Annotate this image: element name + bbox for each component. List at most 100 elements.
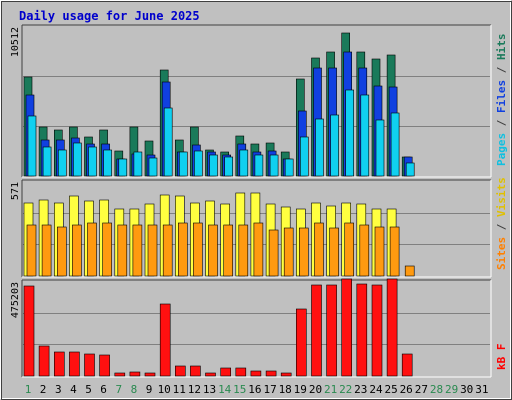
bar-kbf-day-14 bbox=[220, 367, 231, 377]
panel-kbf: 475203 bbox=[10, 278, 492, 378]
bar-sites-day-4 bbox=[72, 224, 82, 277]
bar-kbf-day-11 bbox=[175, 365, 186, 377]
legend-middle-part: Sites bbox=[495, 237, 508, 270]
bar-pages-day-16 bbox=[254, 154, 264, 177]
x-tick-day-14: 14 bbox=[218, 383, 232, 396]
bar-pages-day-8 bbox=[133, 151, 143, 177]
x-tick-day-7: 7 bbox=[115, 383, 122, 396]
bar-kbf-day-20 bbox=[311, 284, 322, 377]
x-tick-day-13: 13 bbox=[203, 383, 216, 396]
x-tick-day-11: 11 bbox=[173, 383, 186, 396]
x-tick-day-17: 17 bbox=[263, 383, 276, 396]
legend-bottom: kB F bbox=[495, 344, 508, 371]
bar-kbf-day-3 bbox=[53, 351, 65, 377]
bar-sites-day-5 bbox=[87, 222, 97, 277]
x-tick-day-15: 15 bbox=[233, 383, 246, 396]
bar-kbf-day-17 bbox=[265, 370, 277, 377]
x-tick-day-2: 2 bbox=[40, 383, 47, 396]
bar-sites-day-20 bbox=[314, 222, 324, 277]
bar-sites-day-25 bbox=[389, 226, 400, 277]
x-tick-day-28: 28 bbox=[430, 383, 443, 396]
bar-sites-day-9 bbox=[147, 224, 158, 277]
bar-kbf-day-18 bbox=[280, 372, 292, 377]
x-tick-day-23: 23 bbox=[354, 383, 367, 396]
bar-sites-day-8 bbox=[132, 224, 143, 277]
panel-hits-files-pages: 10512 bbox=[10, 24, 492, 178]
bar-pages-day-11 bbox=[179, 151, 188, 177]
bar-sites-day-23 bbox=[359, 224, 370, 277]
bar-sites-day-1 bbox=[26, 224, 37, 277]
bar-pages-day-25 bbox=[390, 112, 400, 177]
bar-sites-day-17 bbox=[268, 229, 279, 277]
bar-pages-day-6 bbox=[103, 149, 112, 177]
bar-pages-day-5 bbox=[88, 146, 97, 177]
x-tick-day-19: 19 bbox=[294, 383, 307, 396]
x-tick-day-25: 25 bbox=[384, 383, 397, 396]
x-tick-day-9: 9 bbox=[146, 383, 153, 396]
x-tick-day-26: 26 bbox=[400, 383, 413, 396]
legend-bottom-part: kB F bbox=[495, 344, 508, 371]
bar-pages-day-10 bbox=[163, 107, 173, 177]
legend-top-part: / bbox=[495, 113, 508, 133]
bar-pages-day-4 bbox=[73, 142, 82, 177]
legend-middle-part: / bbox=[495, 217, 508, 237]
legend-top-part: Pages bbox=[495, 133, 508, 166]
legend-top-part: Files bbox=[495, 80, 508, 113]
bar-kbf-day-1 bbox=[23, 285, 35, 377]
bar-kbf-day-19 bbox=[295, 308, 307, 377]
bar-sites-day-3 bbox=[56, 226, 67, 277]
x-axis-day-labels: 1 2 3 4 5 6 7 8 9 10 11 12 13 14 15 16 17 18 19 20 21 22 23 24 2… bbox=[25, 383, 489, 396]
bar-sites-day-24 bbox=[374, 226, 385, 277]
bar-pages-day-3 bbox=[57, 149, 67, 177]
bar-pages-day-24 bbox=[375, 119, 385, 177]
bar-sites-day-6 bbox=[102, 222, 112, 277]
x-tick-day-30: 30 bbox=[460, 383, 473, 396]
bar-sites-day-7 bbox=[117, 224, 128, 277]
bar-kbf-day-25 bbox=[386, 278, 398, 377]
bar-pages-day-9 bbox=[148, 157, 158, 177]
bar-sites-day-21 bbox=[329, 227, 339, 277]
bar-kbf-day-24 bbox=[371, 284, 383, 377]
bar-kbf-day-22 bbox=[341, 278, 353, 377]
bar-pages-day-15 bbox=[239, 149, 249, 177]
bar-sites-day-15 bbox=[238, 224, 249, 277]
chart-panels: 10512 571 475203 Pages / Files / Hits Sites … bbox=[10, 24, 508, 378]
bar-kbf-day-10 bbox=[159, 303, 171, 377]
bar-sites-day-18 bbox=[283, 227, 294, 277]
y-max-label: 571 bbox=[10, 182, 21, 200]
bar-sites-day-2 bbox=[41, 224, 52, 277]
bar-pages-day-2 bbox=[42, 146, 52, 177]
bar-kbf-day-12 bbox=[190, 365, 201, 377]
bar-sites-day-19 bbox=[298, 227, 309, 277]
x-tick-day-18: 18 bbox=[279, 383, 292, 396]
x-tick-day-10: 10 bbox=[158, 383, 171, 396]
bar-sites-day-11 bbox=[178, 222, 188, 277]
bar-pages-day-19 bbox=[299, 136, 309, 177]
bar-pages-day-22 bbox=[345, 89, 355, 177]
bar-pages-day-26 bbox=[405, 162, 415, 177]
bar-kbf-day-16 bbox=[250, 370, 262, 377]
bar-pages-day-1 bbox=[27, 115, 37, 177]
legend-top-part: Hits bbox=[495, 34, 508, 61]
bar-pages-day-23 bbox=[360, 94, 370, 177]
bar-sites-day-26 bbox=[404, 265, 415, 277]
bar-kbf-day-7 bbox=[114, 372, 126, 377]
x-tick-day-24: 24 bbox=[369, 383, 383, 396]
x-tick-day-22: 22 bbox=[339, 383, 352, 396]
x-tick-day-4: 4 bbox=[70, 383, 77, 396]
bar-kbf-day-8 bbox=[129, 371, 141, 377]
bar-kbf-day-26 bbox=[401, 353, 413, 377]
x-tick-day-12: 12 bbox=[188, 383, 201, 396]
bar-kbf-day-15 bbox=[235, 367, 247, 377]
bar-pages-day-20 bbox=[315, 118, 324, 177]
bar-pages-day-21 bbox=[330, 114, 339, 177]
bar-pages-day-18 bbox=[284, 158, 294, 177]
bar-pages-day-7 bbox=[118, 158, 128, 177]
x-tick-day-20: 20 bbox=[309, 383, 322, 396]
x-tick-day-27: 27 bbox=[415, 383, 428, 396]
x-tick-day-5: 5 bbox=[85, 383, 92, 396]
bar-pages-day-13 bbox=[209, 154, 218, 177]
x-tick-day-3: 3 bbox=[55, 383, 62, 396]
